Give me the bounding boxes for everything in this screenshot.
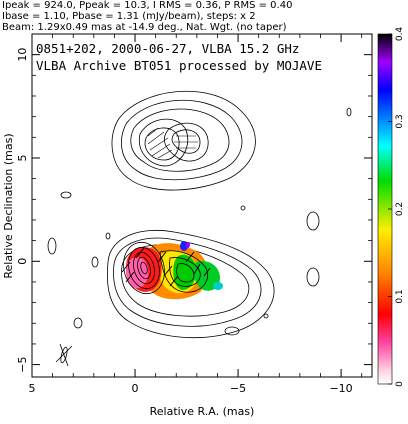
y-tick-label: 5 <box>16 154 29 161</box>
contour-upper-2 <box>121 99 243 181</box>
contour-blob-6 <box>306 267 320 287</box>
header-line-1: Ipeak = 924.0, Ppeak = 10.3, I RMS = 0.3… <box>2 0 293 11</box>
contour-blob-10 <box>263 313 269 319</box>
colorbar-tick-label: 0 <box>395 381 405 387</box>
pol-blob-green-2 <box>193 260 220 291</box>
contour-blob-4 <box>91 256 99 268</box>
contour-upper-5 <box>144 127 180 161</box>
y-tick-label: −5 <box>16 356 29 372</box>
header-line-2: Ibase = 1.10, Pbase = 1.31 (mJy/beam), s… <box>2 11 256 22</box>
contour-blob-11 <box>73 317 83 329</box>
pol-blob-cyan <box>213 282 223 290</box>
plot-title-line-1: 0851+202, 2000-06-27, VLBA 15.2 GHz <box>36 41 299 56</box>
plot-frame <box>31 33 373 378</box>
pol-blob-purple <box>186 242 190 248</box>
contour-blob-8 <box>346 107 352 117</box>
contour-upper-1 <box>111 90 256 191</box>
contour-blob-9 <box>224 326 240 336</box>
header-line-3: Beam: 1.29x0.49 mas at -14.9 deg., Nat. … <box>2 22 287 33</box>
x-tick-label: −10 <box>329 382 352 395</box>
contour-upper-3 <box>130 108 230 172</box>
contour-blob-7 <box>240 205 246 211</box>
negative-contour-hatch <box>147 127 198 159</box>
colorbar-tick-label: 0.3 <box>395 114 405 128</box>
plot-title-line-2: VLBA Archive BT051 processed by MOJAVE <box>36 58 322 73</box>
contour-upper-4 <box>138 118 189 167</box>
pol-blob-pink <box>126 257 149 289</box>
y-tick-label: 0 <box>16 258 29 265</box>
x-axis: 5 0 −5 −10 <box>29 34 363 395</box>
contour-map <box>47 90 352 338</box>
contour-upper-7 <box>171 129 201 154</box>
y-tick-label: 10 <box>16 48 29 62</box>
colorbar-tick-label: 0.2 <box>395 202 405 216</box>
y-axis-label: Relative Declination (mas) <box>2 133 15 278</box>
x-axis-label: Relative R.A. (mas) <box>150 405 255 418</box>
contour-upper-6 <box>164 122 209 162</box>
colorbar-tick-label: 0.1 <box>395 289 405 303</box>
contour-core-2 <box>113 237 262 327</box>
y-axis: −5 0 5 10 <box>16 48 372 373</box>
contour-core-1 <box>107 229 275 338</box>
contour-blob-1 <box>60 191 72 199</box>
beam-ellipse <box>55 343 73 367</box>
x-tick-label: 5 <box>29 382 36 395</box>
colorbar-tick-label: 0.4 <box>395 27 405 42</box>
x-tick-label: −5 <box>230 382 246 395</box>
contour-blob-5 <box>306 211 320 231</box>
pol-blob-blue <box>180 241 188 251</box>
x-tick-label: 0 <box>132 382 139 395</box>
contour-blob-3 <box>47 237 57 255</box>
contour-blob-2 <box>105 232 111 240</box>
colorbar-axis: 0 0.1 0.2 0.3 0.4 <box>388 27 405 387</box>
polarization-vectors <box>121 247 211 287</box>
